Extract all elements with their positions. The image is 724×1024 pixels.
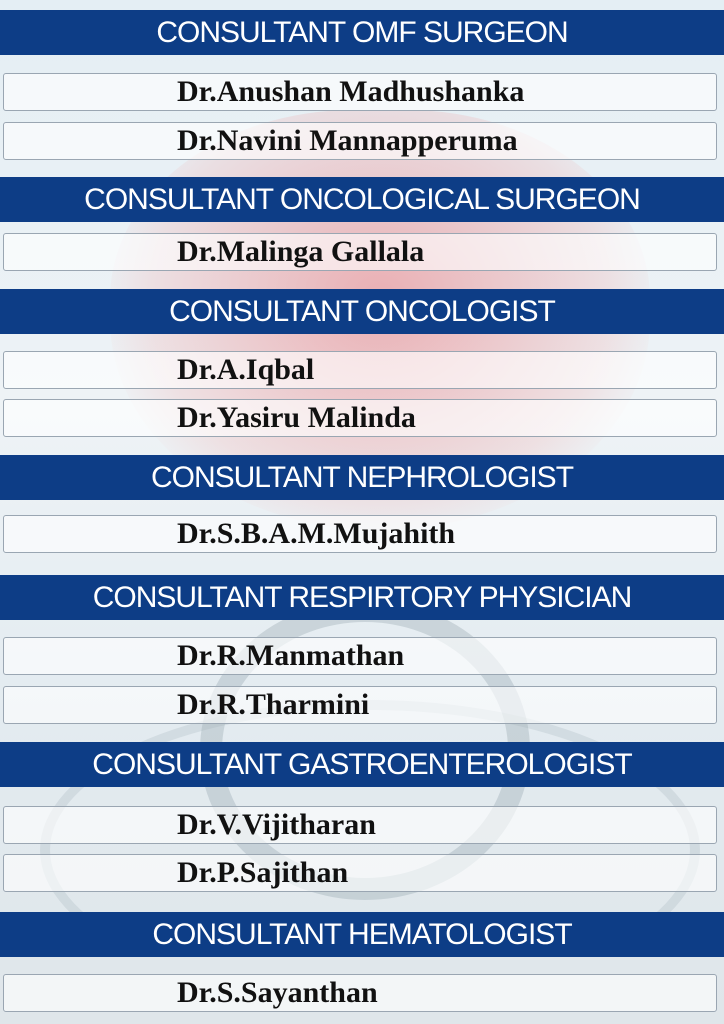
doctor-row: Dr.S.Sayanthan (3, 974, 717, 1012)
doctor-row: Dr.R.Tharmini (3, 686, 717, 724)
section-title: CONSULTANT RESPIRTORY PHYSICIAN (92, 580, 633, 614)
section-header: CONSULTANT NEPHROLOGIST (0, 455, 724, 500)
doctor-name: Dr.S.Sayanthan (177, 976, 378, 1009)
doctor-name: Dr.Yasiru Malinda (177, 401, 416, 434)
doctor-name: Dr.Malinga Gallala (177, 235, 425, 268)
section-title: CONSULTANT HEMATOLOGIST (152, 917, 572, 951)
section-header: CONSULTANT ONCOLOGIST (0, 289, 724, 334)
doctor-row: Dr.A.Iqbal (3, 351, 717, 389)
section-title: CONSULTANT NEPHROLOGIST (150, 460, 574, 494)
section-title: CONSULTANT ONCOLOGICAL SURGEON (84, 182, 641, 216)
doctor-row: Dr.Yasiru Malinda (3, 399, 717, 437)
doctor-row: Dr.S.B.A.M.Mujahith (3, 515, 717, 553)
doctor-row: Dr.P.Sajithan (3, 854, 717, 892)
section-header: CONSULTANT HEMATOLOGIST (0, 912, 724, 957)
doctor-name: Dr.Anushan Madhushanka (177, 75, 525, 108)
doctor-row: Dr.Anushan Madhushanka (3, 73, 717, 111)
doctor-row: Dr.Malinga Gallala (3, 233, 717, 271)
section-header: CONSULTANT GASTROENTEROLOGIST (0, 742, 724, 787)
section-title: CONSULTANT ONCOLOGIST (169, 294, 556, 328)
doctor-row: Dr.V.Vijitharan (3, 806, 717, 844)
doctor-name: Dr.S.B.A.M.Mujahith (177, 517, 456, 550)
doctor-name: Dr.A.Iqbal (177, 353, 315, 386)
doctor-name: Dr.V.Vijitharan (177, 808, 376, 841)
doctor-row: Dr.R.Manmathan (3, 637, 717, 675)
section-header: CONSULTANT ONCOLOGICAL SURGEON (0, 177, 724, 222)
doctor-name: Dr.Navini Mannapperuma (177, 124, 518, 157)
doctor-name: Dr.R.Tharmini (177, 688, 370, 721)
doctor-name: Dr.P.Sajithan (177, 856, 349, 889)
doctor-name: Dr.R.Manmathan (177, 639, 405, 672)
section-header: CONSULTANT RESPIRTORY PHYSICIAN (0, 575, 724, 620)
section-title: CONSULTANT OMF SURGEON (156, 15, 568, 49)
section-header: CONSULTANT OMF SURGEON (0, 10, 724, 55)
section-title: CONSULTANT GASTROENTEROLOGIST (92, 747, 632, 781)
doctor-row: Dr.Navini Mannapperuma (3, 122, 717, 160)
